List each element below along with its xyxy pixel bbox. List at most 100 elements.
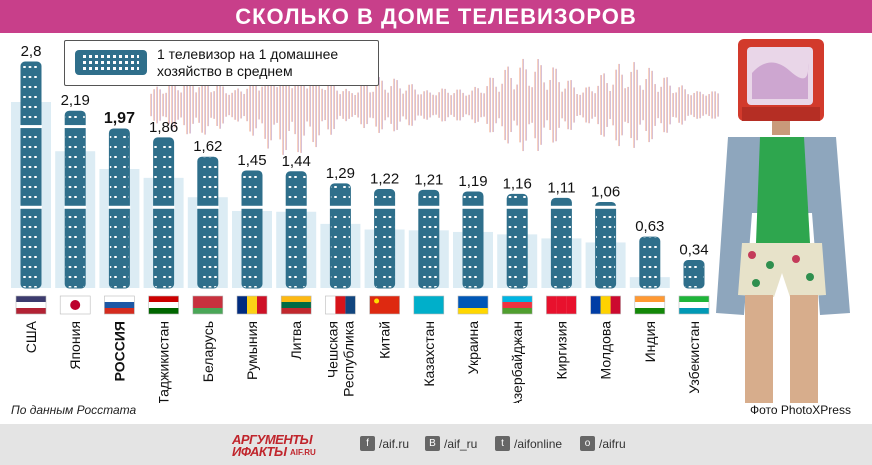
bar-Беларусь <box>197 156 219 289</box>
country-label: Республика <box>340 321 356 397</box>
source-note: По данным Росстата <box>11 403 137 417</box>
flag-icon <box>634 295 666 315</box>
country-label: РОССИЯ <box>111 321 127 381</box>
bar-Киргизия <box>550 197 572 289</box>
flag-icon <box>501 295 533 315</box>
sound-wave-decoration <box>150 55 719 155</box>
value-label: 1,44 <box>282 153 311 170</box>
person-with-tv-head-photo <box>716 39 850 403</box>
bar-Китай <box>374 189 396 289</box>
value-label: 1,11 <box>547 179 575 196</box>
remote-separator <box>285 205 308 209</box>
country-label: Киргизия <box>553 321 569 380</box>
social-vk-link[interactable]: В/aif_ru <box>425 436 477 454</box>
remote-control-icon <box>75 50 147 75</box>
flag-icon <box>546 295 577 315</box>
logo-line-1: АРГУМЕНТЫ <box>232 432 313 447</box>
bar-Таджикистан <box>153 137 175 289</box>
bar-Румыния <box>241 170 263 289</box>
flag-icon <box>192 295 224 315</box>
social-ok-link[interactable]: о/aifru <box>580 436 626 454</box>
country-label: Индия <box>642 321 658 362</box>
flag-icon <box>148 295 179 315</box>
flag-icon <box>104 295 135 315</box>
country-label: Узбекистан <box>686 321 702 394</box>
country-label: США <box>23 320 39 353</box>
value-label: 2,19 <box>61 92 90 109</box>
flag-icon <box>369 295 400 315</box>
remote-separator <box>594 205 617 209</box>
value-label: 1,21 <box>414 171 443 188</box>
value-label: 0,34 <box>679 242 708 259</box>
bar-Украина <box>462 191 484 289</box>
country-label: Румыния <box>244 321 260 380</box>
flag-icon <box>325 295 356 315</box>
value-label: 2,8 <box>21 43 42 60</box>
remote-separator <box>241 205 263 209</box>
bar-Япония <box>64 110 86 289</box>
value-label: 1,22 <box>370 171 399 188</box>
remote-separator <box>373 205 396 209</box>
country-label: Казахстан <box>421 321 437 387</box>
value-label: 1,45 <box>237 152 266 169</box>
country-label: Япония <box>67 321 83 370</box>
remote-separator <box>20 125 42 129</box>
flag-icon <box>280 295 312 315</box>
ok-icon: о <box>580 436 595 452</box>
country-label: Молдова <box>598 321 614 380</box>
remote-separator <box>417 205 440 209</box>
footer: АРГУМЕНТЫ ИФАКТЫ AIF.RU f/aif.ru В/aif_r… <box>0 424 872 465</box>
bar-Индия <box>639 236 661 289</box>
bar-Чешская Республика <box>329 183 351 289</box>
bar-Узбекистан <box>683 260 705 289</box>
flag-icon <box>15 295 47 315</box>
logo-line-2: ИФАКТЫ <box>232 444 287 459</box>
vk-icon: В <box>425 436 440 452</box>
country-label: Китай <box>377 321 393 359</box>
legend-text: 1 телевизор на 1 домашнее хозяйство в ср… <box>157 46 339 79</box>
country-label: Украина <box>465 321 481 375</box>
legend: 1 телевизор на 1 домашнее хозяйство в ср… <box>64 40 379 86</box>
remote-separator <box>196 205 219 209</box>
value-label: 1,06 <box>591 183 620 200</box>
bar-США <box>20 61 42 289</box>
remote-separator <box>550 205 573 209</box>
country-label: Таджикистан <box>156 321 172 403</box>
flag-icon <box>59 295 91 315</box>
bar-Литва <box>285 171 307 289</box>
value-label: 0,63 <box>635 218 664 235</box>
photo-credit: Фото PhotoXPress <box>750 403 851 417</box>
remote-separator <box>64 205 87 209</box>
aif-logo[interactable]: АРГУМЕНТЫ ИФАКТЫ AIF.RU <box>232 430 332 460</box>
remote-separator <box>462 205 484 209</box>
remote-separator <box>506 205 529 209</box>
tv-bar-chart: 2,8 США 2,19 Япония 1,97 РОССИЯ 1,86 Таджикиста… <box>11 39 850 403</box>
value-label: 1,62 <box>193 138 222 155</box>
value-label: 1,16 <box>503 175 532 192</box>
country-label: Литва <box>288 321 304 360</box>
remote-separator <box>152 205 175 209</box>
country-label: Беларусь <box>200 321 216 382</box>
country-label: Чешская <box>324 321 340 378</box>
bar-Казахстан <box>418 189 440 289</box>
flag-icon <box>678 295 710 315</box>
value-label: 1,29 <box>326 165 355 182</box>
bar-Молдова <box>595 201 617 289</box>
flag-icon <box>590 295 621 315</box>
facebook-icon: f <box>360 436 375 452</box>
value-label: 1,97 <box>104 110 135 127</box>
logo-site: AIF.RU <box>290 448 316 457</box>
bar-Азербайджан <box>506 193 528 289</box>
flag-icon <box>457 295 489 315</box>
social-twitter-link[interactable]: t/aifonline <box>495 436 562 454</box>
flag-icon <box>236 295 268 315</box>
value-label: 1,19 <box>458 173 487 190</box>
value-label: 1,86 <box>149 119 178 136</box>
twitter-icon: t <box>495 436 510 452</box>
remote-separator <box>329 205 352 209</box>
social-facebook-link[interactable]: f/aif.ru <box>360 436 409 454</box>
remote-separator <box>64 125 87 129</box>
country-label: Азербайджан <box>509 321 525 403</box>
remote-separator <box>20 205 42 209</box>
flag-icon <box>413 295 445 315</box>
